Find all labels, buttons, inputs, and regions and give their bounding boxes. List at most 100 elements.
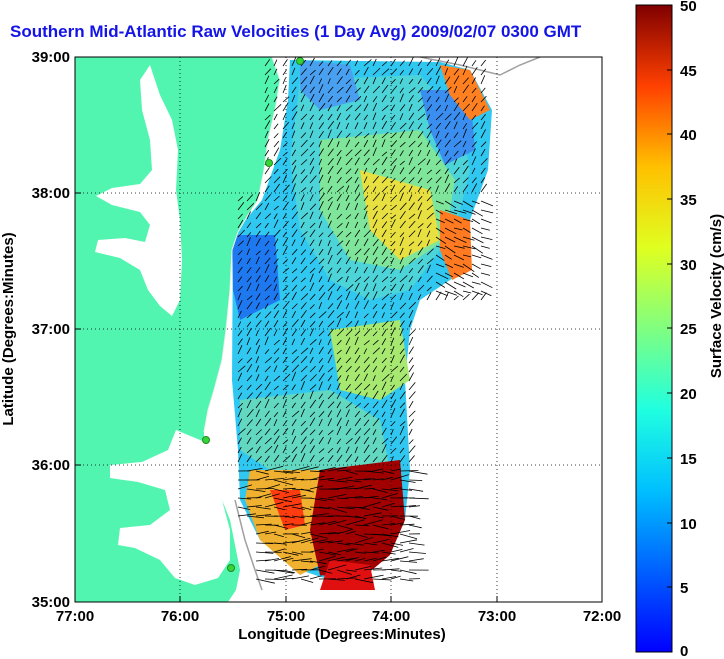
colorbar-tick-label: 30 (680, 257, 697, 274)
velocity-arrow (417, 247, 424, 256)
velocity-arrow (291, 384, 296, 391)
y-tick-label: 35:00 (32, 594, 70, 611)
velocity-arrow (327, 165, 334, 175)
velocity-arrow (282, 96, 290, 103)
velocity-arrow (381, 276, 389, 283)
velocity-arrow (282, 391, 288, 400)
velocity-arrow (336, 506, 356, 510)
velocity-arrow (309, 256, 318, 265)
velocity-arrow (354, 122, 359, 130)
velocity-arrow (426, 177, 433, 184)
velocity-arrow (318, 515, 334, 517)
velocity-arrow (354, 354, 361, 364)
velocity-arrow (381, 156, 388, 166)
velocity-arrow (318, 477, 335, 481)
velocity-arrow (300, 302, 307, 310)
velocity-arrow (327, 466, 347, 472)
velocity-arrow (453, 227, 463, 231)
velocity-arrow (318, 221, 323, 229)
velocity-arrow (435, 227, 445, 234)
velocity-arrow (345, 569, 357, 572)
velocity-arrow (345, 202, 350, 211)
velocity-arrow (327, 196, 333, 202)
velocity-arrow (282, 246, 288, 256)
velocity-arrow (282, 419, 288, 427)
velocity-arrow (435, 291, 442, 301)
velocity-arrow (453, 272, 465, 280)
velocity-arrow (381, 185, 388, 193)
velocity-arrow (363, 300, 369, 310)
velocity-arrow (408, 230, 416, 238)
velocity-arrow (444, 93, 450, 103)
velocity-arrow (453, 186, 459, 193)
velocity-arrow (309, 142, 315, 148)
velocity-arrow (354, 506, 370, 510)
velocity-arrow (408, 400, 414, 409)
velocity-arrow (318, 302, 322, 310)
velocity-arrow (336, 203, 341, 211)
velocity-arrow (318, 497, 335, 501)
velocity-arrow (345, 291, 351, 301)
velocity-arrow (291, 551, 303, 555)
velocity-arrow (363, 95, 368, 103)
velocity-arrow (237, 202, 245, 211)
x-axis-label: Longitude (Degrees:Minutes) (238, 626, 446, 643)
velocity-arrow (309, 114, 315, 121)
velocity-arrow (318, 265, 324, 274)
velocity-arrow (435, 218, 445, 224)
velocity-arrow (309, 203, 317, 211)
velocity-arrow (282, 69, 287, 76)
shelf-contour (419, 57, 541, 76)
velocity-arrow (381, 105, 389, 112)
velocity-arrow (282, 77, 286, 85)
velocity-arrow (381, 169, 387, 175)
velocity-arrow (255, 493, 272, 499)
velocity-arrow (273, 419, 278, 427)
velocity-arrow (309, 293, 316, 301)
velocity-arrow (363, 210, 368, 220)
velocity-arrow (345, 284, 354, 292)
velocity-arrow (444, 86, 452, 94)
velocity-arrow (291, 165, 297, 175)
velocity-arrow (480, 281, 493, 289)
velocity-arrow (381, 399, 388, 409)
velocity-arrow (381, 204, 387, 211)
velocity-arrow (264, 222, 269, 229)
velocity-arrow (390, 530, 411, 535)
velocity-arrow (300, 85, 308, 94)
velocity-arrow (273, 140, 280, 148)
velocity-arrow (363, 348, 368, 355)
velocity-arrow (246, 347, 252, 355)
velocity-arrow (390, 204, 397, 211)
velocity-arrow (354, 257, 359, 265)
velocity-arrow (318, 211, 323, 220)
velocity-arrow (291, 183, 296, 193)
velocity-arrow (390, 219, 396, 229)
velocity-arrow (363, 487, 375, 490)
velocity-arrow (318, 436, 324, 445)
velocity-arrow (336, 167, 343, 175)
velocity-arrow (480, 59, 487, 67)
velocity-arrow (264, 531, 277, 535)
colorbar-tick-label: 50 (680, 0, 697, 15)
velocity-arrow (273, 86, 278, 94)
velocity-arrow (381, 411, 386, 418)
velocity-arrow (264, 176, 272, 184)
velocity-arrow (345, 79, 351, 85)
velocity-arrow (291, 419, 297, 427)
velocity-arrow (372, 390, 379, 400)
velocity-arrow (246, 321, 252, 328)
velocity-arrow (444, 157, 452, 166)
velocity-arrow (237, 453, 243, 463)
velocity-arrow (327, 113, 333, 121)
velocity-arrow (327, 138, 334, 148)
velocity-arrow (345, 239, 350, 247)
velocity-arrow (399, 569, 417, 575)
velocity-arrow (399, 247, 404, 256)
velocity-arrow (372, 175, 379, 184)
velocity-arrow (318, 393, 324, 400)
velocity-arrow (300, 560, 314, 563)
velocity-arrow (246, 222, 252, 229)
velocity-arrow (291, 402, 296, 409)
velocity-arrow (399, 141, 406, 148)
